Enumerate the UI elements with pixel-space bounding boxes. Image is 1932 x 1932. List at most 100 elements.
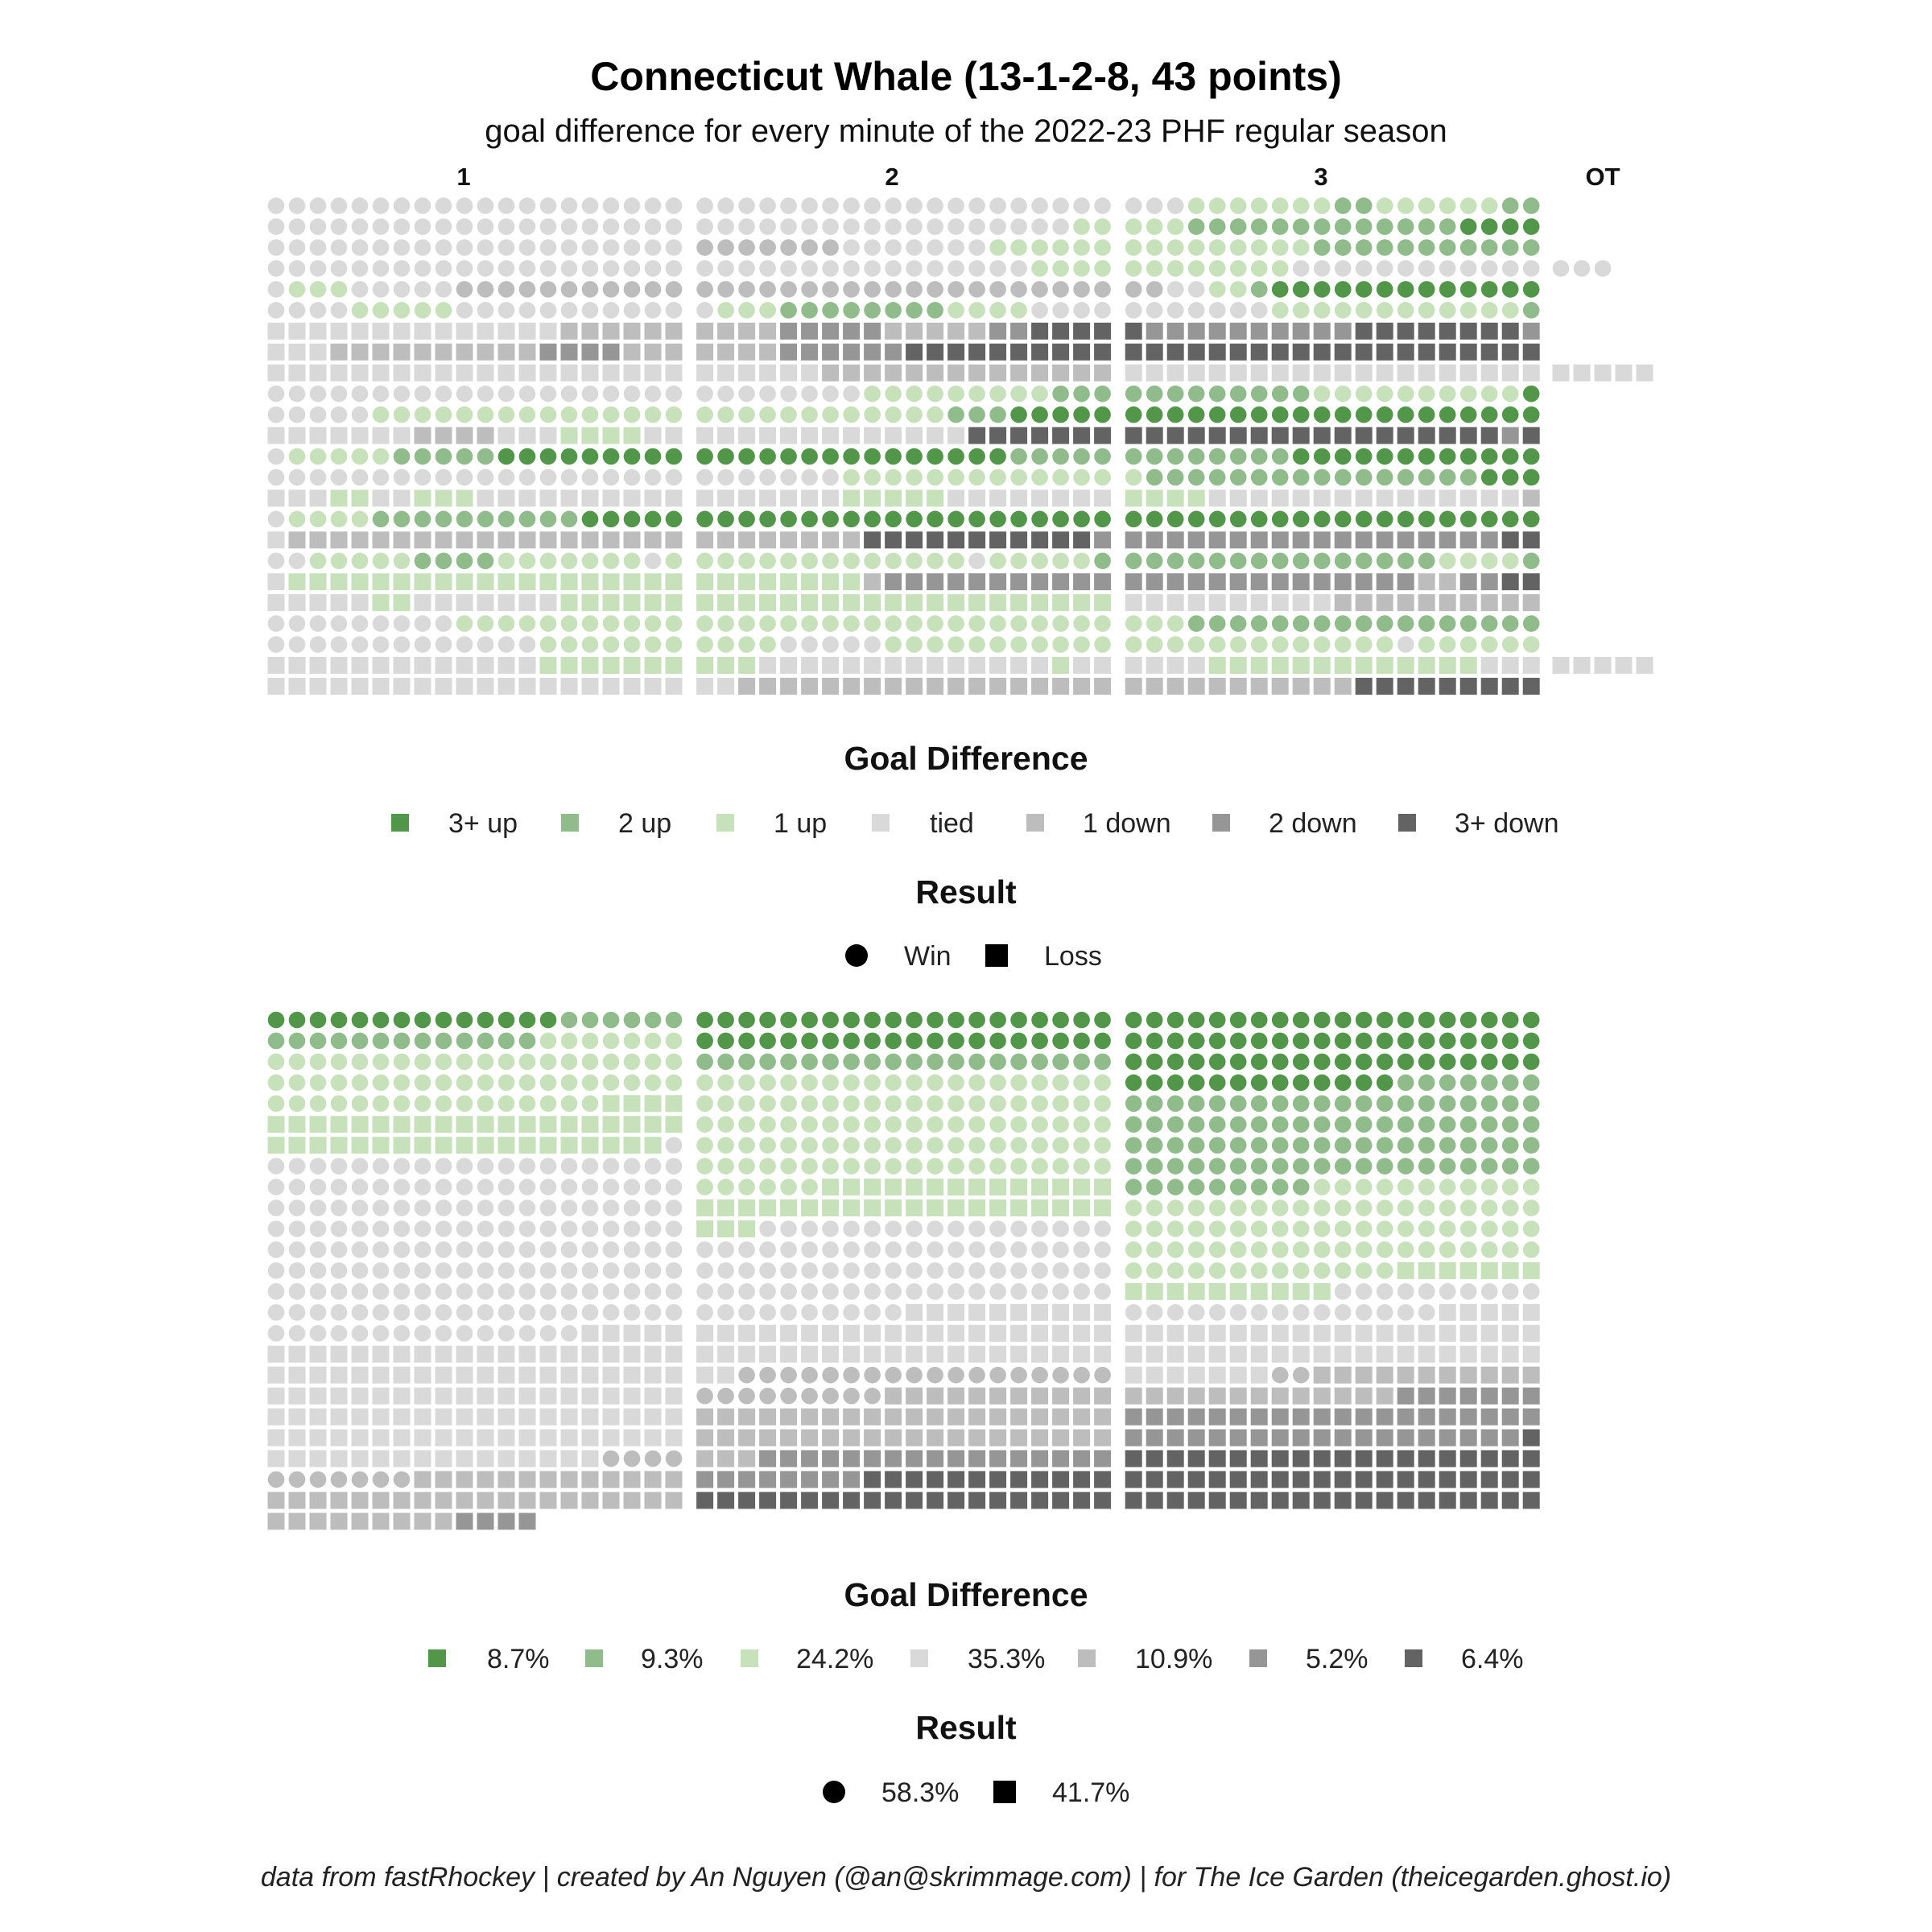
minute-cell-loss xyxy=(801,364,819,382)
minute-cell-win xyxy=(1313,448,1331,465)
sorted-cell-loss xyxy=(1166,1345,1184,1363)
sorted-cell-win xyxy=(665,1262,683,1279)
minute-cell-loss xyxy=(1292,322,1310,340)
sorted-cell-win xyxy=(267,1304,285,1321)
minute-cell-win xyxy=(759,385,776,402)
sorted-cell-win xyxy=(780,1053,797,1071)
sorted-cell-win xyxy=(393,1241,411,1258)
minute-cell-win xyxy=(989,469,1006,486)
minute-cell-loss xyxy=(602,594,620,612)
sorted-cell-loss xyxy=(801,1492,819,1509)
minute-cell-win xyxy=(1229,552,1247,570)
minute-cell-loss xyxy=(288,343,306,361)
minute-cell-loss xyxy=(1501,489,1519,507)
sorted-cell-win xyxy=(1439,1116,1456,1133)
minute-cell-win xyxy=(456,197,473,214)
sorted-cell-win xyxy=(738,1074,755,1092)
sorted-cell-win xyxy=(665,1158,683,1174)
minute-cell-loss xyxy=(738,364,756,382)
minute-cell-loss xyxy=(267,677,285,695)
minute-cell-win xyxy=(288,197,306,214)
sorted-cell-win xyxy=(372,1283,390,1300)
minute-cell-win xyxy=(1010,510,1027,528)
sorted-cell-win xyxy=(1292,1179,1310,1195)
sorted-cell-win xyxy=(330,1471,348,1488)
minute-cell-loss xyxy=(822,677,840,695)
sorted-cell-win xyxy=(1271,1137,1289,1154)
minute-cell-loss xyxy=(665,677,683,695)
minute-cell-win xyxy=(1250,636,1268,653)
sorted-cell-loss xyxy=(1229,1492,1247,1509)
minute-cell-win xyxy=(1125,385,1142,402)
minute-cell-win xyxy=(927,218,943,235)
minute-cell-win xyxy=(665,469,683,486)
sorted-cell-loss xyxy=(1146,1450,1163,1468)
minute-cell-win xyxy=(968,239,985,256)
minute-cell-win xyxy=(1334,197,1352,214)
minute-cell-loss xyxy=(1480,427,1498,444)
sorted-cell-loss xyxy=(1010,1408,1028,1426)
sorted-cell-loss xyxy=(330,1492,348,1509)
sorted-cell-loss xyxy=(1166,1492,1184,1509)
minute-cell-win xyxy=(1376,636,1393,653)
minute-cell-win xyxy=(477,615,494,632)
minute-cell-win xyxy=(1501,406,1519,423)
sorted-cell-win xyxy=(801,1262,818,1279)
minute-cell-loss xyxy=(885,343,902,361)
minute-cell-win xyxy=(1334,385,1352,402)
sorted-cell-loss xyxy=(1292,1345,1310,1363)
minute-cell-win xyxy=(780,552,797,570)
sorted-cell-win xyxy=(1271,1241,1289,1258)
minute-cell-win xyxy=(822,281,839,298)
sorted-cell-win xyxy=(1073,1220,1090,1237)
sorted-cell-win xyxy=(696,1053,713,1071)
sorted-cell-loss xyxy=(1187,1387,1205,1405)
minute-cell-loss xyxy=(1166,322,1184,340)
sorted-cell-loss xyxy=(717,1408,735,1426)
sorted-cell-loss xyxy=(1418,1345,1435,1363)
minute-cell-loss xyxy=(1187,343,1205,361)
minute-cell-win xyxy=(738,197,755,214)
minute-cell-win xyxy=(696,469,713,486)
sorted-cell-win xyxy=(602,1450,620,1468)
sorted-cell-win xyxy=(1229,1011,1247,1029)
minute-cell-win xyxy=(696,239,713,256)
sorted-cell-win xyxy=(372,1304,390,1321)
sorted-cell-loss xyxy=(1459,1345,1477,1363)
minute-cell-loss xyxy=(1166,594,1184,612)
minute-cell-win xyxy=(738,218,755,235)
minute-cell-loss xyxy=(665,657,683,674)
minute-cell-win xyxy=(1187,239,1205,256)
sorted-cell-win xyxy=(906,1220,923,1237)
minute-cell-loss xyxy=(288,427,306,444)
sorted-cell-loss xyxy=(1355,1387,1373,1405)
minute-cell-loss xyxy=(309,364,327,382)
minute-cell-loss xyxy=(414,594,431,612)
sorted-cell-win xyxy=(696,1262,713,1279)
sorted-cell-win xyxy=(1187,1095,1205,1113)
legend-swatch-d xyxy=(1026,814,1044,832)
minute-cell-win xyxy=(864,615,881,632)
minute-cell-win xyxy=(288,636,306,653)
sorted-cell-loss xyxy=(801,1450,819,1468)
sorted-cell-win xyxy=(822,1220,839,1237)
sorted-cell-win xyxy=(1292,1137,1310,1154)
chart-subtitle: goal difference for every minute of the … xyxy=(485,114,1447,149)
sorted-cell-win xyxy=(989,1053,1006,1071)
sorted-cell-win xyxy=(1250,1116,1268,1133)
minute-cell-loss xyxy=(1355,489,1373,507)
minute-cell-loss xyxy=(1376,364,1393,382)
minute-cell-win xyxy=(393,552,411,570)
minute-cell-win xyxy=(1208,239,1226,256)
minute-cell-win xyxy=(393,197,411,214)
minute-cell-win xyxy=(1334,302,1352,319)
sorted-cell-win xyxy=(1522,1241,1540,1258)
sorted-cell-loss xyxy=(414,1345,431,1363)
minute-cell-loss xyxy=(864,531,881,549)
sorted-cell-loss xyxy=(1459,1408,1477,1426)
sorted-cell-win xyxy=(1397,1011,1414,1029)
minute-cell-win xyxy=(780,281,797,298)
minute-cell-win xyxy=(864,302,881,319)
sorted-cell-loss xyxy=(1313,1492,1331,1509)
minute-cell-win xyxy=(1166,510,1184,528)
